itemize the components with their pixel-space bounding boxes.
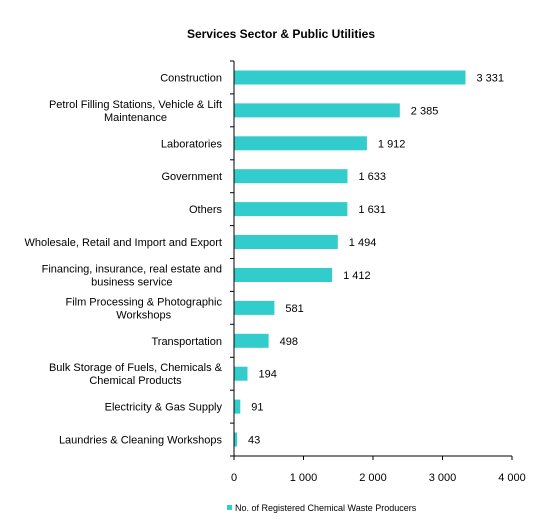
category-label: Wholesale, Retail and Import and Export xyxy=(25,237,223,249)
category-label-line: Electricity & Gas Supply xyxy=(105,402,223,414)
category-label-line: business service xyxy=(91,277,172,289)
bar xyxy=(234,202,348,217)
category-label: Construction xyxy=(160,73,222,85)
bar xyxy=(234,300,275,315)
bar xyxy=(234,136,367,151)
category-label: Electricity & Gas Supply xyxy=(105,402,223,414)
category-label-line: Chemical Products xyxy=(89,375,182,387)
category-label-line: Construction xyxy=(160,73,222,85)
category-label: Government xyxy=(161,171,222,183)
x-tick-label: 3 000 xyxy=(429,472,457,484)
category-label: Bulk Storage of Fuels, Chemicals & Chemic… xyxy=(49,362,223,387)
category-label-line: Transportation xyxy=(151,336,222,348)
bar-value-label: 1 412 xyxy=(343,270,371,282)
chart-title: Services Sector & Public Utilities xyxy=(187,27,375,41)
category-label: Others xyxy=(189,204,223,216)
category-label-line: Laundries & Cleaning Workshops xyxy=(59,435,223,447)
bars-group xyxy=(234,70,466,447)
category-label: Financing, insurance, real estate and bus… xyxy=(42,264,222,289)
category-label-line: Others xyxy=(189,204,223,216)
category-label-line: Financing, insurance, real estate and xyxy=(42,264,222,276)
bar xyxy=(234,235,338,249)
category-label: Film Processing & Photographic Workshops xyxy=(65,296,222,321)
bar xyxy=(234,333,269,348)
bar-value-label: 43 xyxy=(248,435,260,447)
bar xyxy=(234,169,348,184)
bar xyxy=(234,432,237,447)
legend-swatch xyxy=(227,505,232,510)
value-labels-group: 3 331 2 385 1 912 1 633 1 631 1 494 1 412 581 49… xyxy=(248,73,504,447)
category-label-line: Laboratories xyxy=(161,138,223,150)
bar xyxy=(234,103,400,118)
bar-value-label: 1 633 xyxy=(359,171,387,183)
category-label-line: Workshops xyxy=(116,309,171,321)
category-label: Transportation xyxy=(151,336,222,348)
legend: No. of Registered Chemical Waste Produce… xyxy=(227,503,417,513)
category-label: Laundries & Cleaning Workshops xyxy=(59,435,223,447)
x-tick-label: 2 000 xyxy=(359,472,387,484)
x-tick-label: 0 xyxy=(231,472,237,484)
category-label: Petrol Filling Stations, Vehicle & Lift M… xyxy=(49,99,222,124)
x-tick-label: 4 000 xyxy=(498,472,526,484)
category-label-line: Maintenance xyxy=(104,112,167,124)
bar xyxy=(234,366,248,381)
bar-value-label: 91 xyxy=(251,402,263,414)
bar-value-label: 194 xyxy=(259,369,277,381)
x-tick-label: 1 000 xyxy=(290,472,318,484)
bar-value-label: 498 xyxy=(280,336,298,348)
axes-group xyxy=(233,61,512,457)
bar xyxy=(234,70,466,85)
bar-value-label: 1 912 xyxy=(378,138,406,150)
category-label-line: Film Processing & Photographic xyxy=(65,296,222,308)
category-labels-group: Construction Petrol Filling Stations, Veh… xyxy=(25,73,223,447)
x-ticks-group: 0 1 000 2 000 3 000 4 000 xyxy=(230,60,526,484)
category-label-line: Wholesale, Retail and Import and Export xyxy=(25,237,223,249)
bar xyxy=(234,268,333,282)
bar-value-label: 1 631 xyxy=(358,204,386,216)
category-label-line: Bulk Storage of Fuels, Chemicals & xyxy=(49,362,223,374)
category-label-line: Petrol Filling Stations, Vehicle & Lift xyxy=(49,99,222,111)
category-label: Laboratories xyxy=(161,138,223,150)
bar-value-label: 581 xyxy=(285,303,303,315)
bar-value-label: 2 385 xyxy=(411,105,439,117)
legend-label: No. of Registered Chemical Waste Produce… xyxy=(235,503,417,513)
bar xyxy=(234,399,241,414)
category-label-line: Government xyxy=(161,171,222,183)
bar-value-label: 1 494 xyxy=(349,237,377,249)
bar-value-label: 3 331 xyxy=(477,73,505,85)
